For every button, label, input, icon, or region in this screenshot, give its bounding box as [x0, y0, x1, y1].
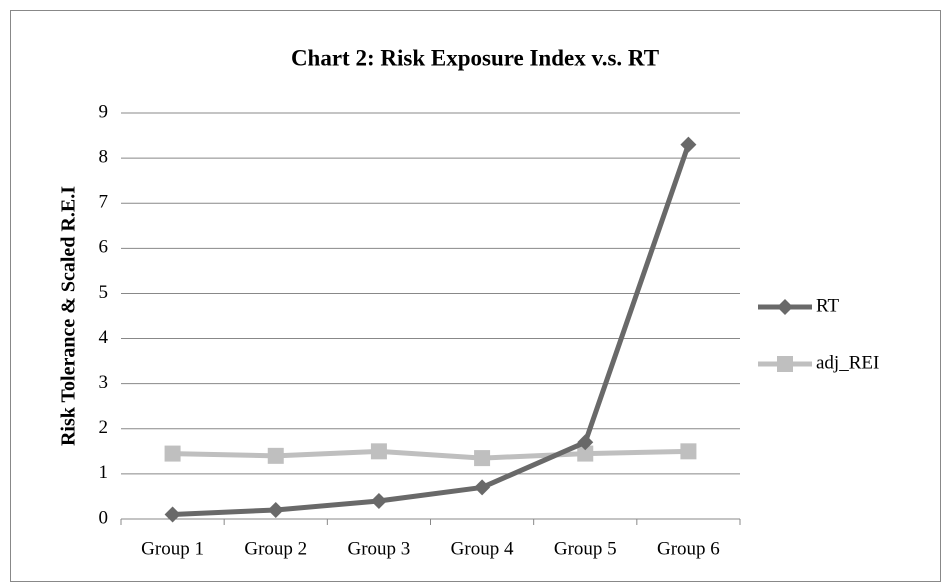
legend-marker	[777, 299, 793, 315]
y-tick-label: 0	[99, 507, 109, 528]
x-tick-label: Group 2	[244, 538, 307, 559]
data-point	[680, 443, 697, 460]
x-tick-label: Group 4	[451, 538, 514, 559]
data-point	[164, 445, 181, 462]
data-point	[267, 501, 284, 518]
legend-label: adj_REI	[816, 352, 879, 373]
series-line	[172, 143, 691, 517]
data-point	[474, 450, 491, 467]
chart-title: Chart 2: Risk Exposure Index v.s. RT	[291, 45, 659, 70]
y-tick-label: 5	[99, 282, 109, 303]
x-tick-label: Group 6	[657, 538, 720, 559]
legend-marker	[777, 356, 793, 372]
data-point	[474, 479, 491, 496]
y-tick-label: 2	[99, 417, 109, 438]
data-point	[577, 445, 594, 462]
data-point	[370, 492, 387, 509]
data-point	[370, 443, 387, 460]
series-line	[172, 448, 689, 461]
y-tick-label: 3	[99, 372, 109, 393]
y-tick-label: 1	[99, 462, 109, 483]
y-tick-label: 9	[99, 101, 109, 122]
y-axis-label: Risk Tolerance & Scaled R.E.I	[58, 186, 80, 446]
data-point	[164, 506, 181, 523]
chart-frame	[10, 10, 941, 582]
y-tick-label: 4	[99, 327, 109, 348]
y-tick-label: 8	[99, 146, 109, 167]
y-tick-label: 7	[99, 192, 109, 213]
x-tick-label: Group 3	[348, 538, 411, 559]
data-point	[577, 434, 594, 451]
x-tick-label: Group 5	[554, 538, 617, 559]
x-tick-label: Group 1	[141, 538, 204, 559]
data-point	[267, 447, 284, 464]
legend-label: RT	[816, 295, 840, 316]
data-point	[680, 136, 697, 153]
y-tick-label: 6	[99, 237, 109, 258]
